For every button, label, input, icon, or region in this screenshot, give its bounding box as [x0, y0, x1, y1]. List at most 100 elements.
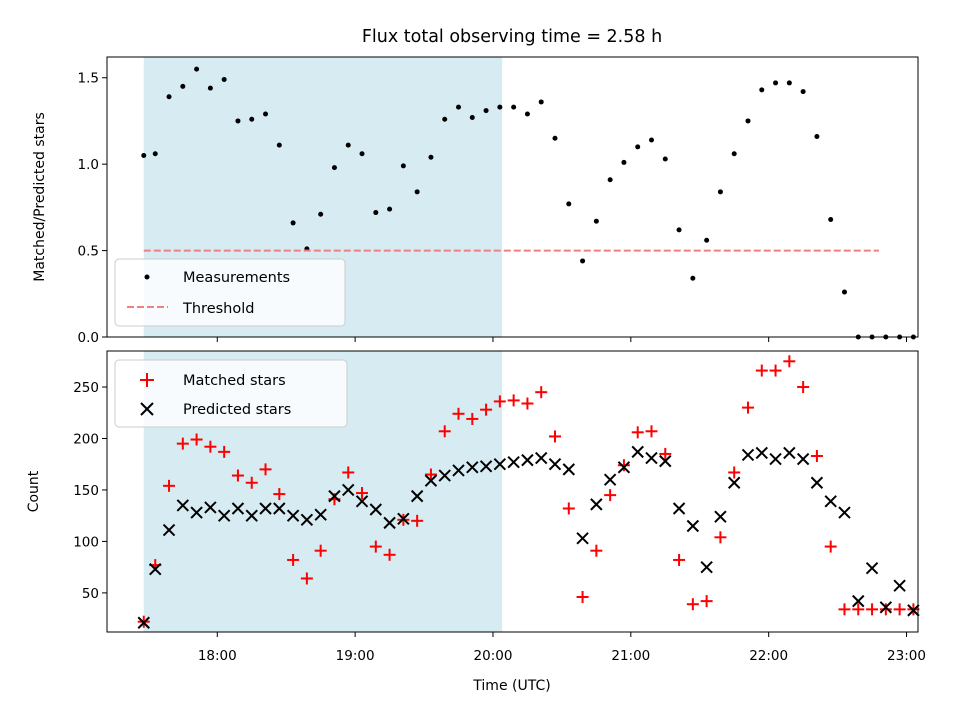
predicted-stars-point: [190, 506, 203, 519]
matched-stars-point: [617, 459, 630, 472]
matched-stars-point: [686, 598, 699, 611]
bottom-y-axis-label: Count: [26, 470, 42, 512]
measurement-point: [483, 108, 489, 114]
predicted-stars-point: [535, 451, 548, 465]
predicted-stars-point: [438, 469, 451, 482]
measurement-point: [428, 154, 434, 160]
matched-stars-point: [411, 514, 424, 527]
matched-stars-point: [466, 412, 479, 425]
predicted-stars-point: [176, 499, 190, 512]
predicted-stars-point: [838, 506, 851, 519]
matched-stars-point: [673, 553, 686, 566]
predicted-stars-point: [672, 502, 686, 515]
predicted-stars-point: [466, 461, 479, 474]
bottom-legend-box: [114, 359, 348, 428]
predicted-stars-point: [783, 446, 796, 460]
matched-stars-point: [521, 397, 534, 410]
x-tick-label: 21:00: [611, 648, 650, 664]
measurement-point: [263, 111, 269, 117]
measurement-point: [690, 275, 696, 281]
matched-stars-point: [576, 591, 589, 604]
measurement-point: [607, 177, 613, 183]
top-legend: Measurements Threshold: [114, 258, 346, 327]
predicted-stars-point: [137, 616, 150, 629]
matched-stars-point: [659, 447, 672, 460]
matched-stars-point: [163, 479, 176, 492]
matched-stars-point: [604, 489, 617, 502]
measurement-point: [648, 137, 654, 143]
matched-stars-point: [287, 553, 300, 566]
matched-stars-point: [535, 386, 548, 399]
measurement-point: [814, 134, 820, 140]
matched-stars-point: [314, 544, 327, 557]
predicted-stars-point: [493, 458, 507, 471]
predicted-stars-point: [286, 509, 300, 522]
predicted-stars-point: [149, 563, 162, 576]
predicted-stars-point: [700, 560, 713, 574]
matched-stars-point: [383, 548, 396, 561]
bottom-legend: Matched stars Predicted stars: [114, 359, 348, 428]
measurement-point: [180, 83, 186, 89]
bottom-panel: 50 100 150 200 250 18:00 19:00 20:00 21:00 22:00…: [26, 350, 926, 694]
top-x-ticks: [216, 337, 908, 342]
matched-stars-point: [493, 395, 506, 408]
bottom-plot-frame: [106, 350, 919, 633]
measurement-point: [538, 99, 544, 105]
measurement-point: [566, 201, 572, 207]
predicted-stars-point: [383, 516, 396, 530]
measurement-point: [828, 216, 834, 222]
bottom-y-ticks: 50 100 150 200 250: [73, 380, 107, 602]
top-y-axis-label: Matched/Predicted stars: [32, 112, 48, 282]
matched-stars-point: [562, 502, 575, 515]
matched-stars-point: [507, 394, 520, 407]
predicted-stars-point: [659, 454, 672, 468]
x-tick-label: 19:00: [336, 648, 375, 664]
matched-stars-point: [356, 487, 369, 500]
predicted-stars-point: [810, 476, 824, 489]
legend-predicted-label: Predicted stars: [183, 402, 291, 418]
matched-stars-point: [480, 403, 493, 416]
predicted-stars-point: [893, 579, 906, 592]
matched-stars-point: [245, 476, 258, 489]
measurement-point: [387, 206, 393, 212]
measurement-point: [621, 159, 627, 165]
x-tick-label: 18:00: [198, 648, 237, 664]
measurement-point: [318, 211, 324, 217]
y-tick-label: 100: [73, 534, 99, 550]
matched-stars-point: [273, 488, 286, 501]
matched-stars-point: [810, 449, 823, 462]
measurement-point: [414, 189, 420, 195]
measurement-point: [497, 104, 503, 110]
matched-stars-point: [549, 430, 562, 443]
measurement-point: [359, 151, 365, 157]
predicted-stars-point: [314, 508, 327, 521]
measurement-point: [276, 142, 282, 148]
predicted-stars-point: [162, 523, 176, 537]
matched-stars-point: [342, 466, 355, 479]
measurement-point: [786, 80, 792, 86]
measurement-point: [841, 289, 847, 295]
matched-stars-point: [369, 540, 382, 553]
measurement-point: [524, 111, 530, 117]
matched-stars-point: [783, 355, 796, 368]
matched-stars-point: [824, 540, 837, 553]
x-tick-label: 20:00: [474, 648, 513, 664]
predicted-stars-point: [328, 489, 341, 503]
chart-title: Flux total observing time = 2.58 h: [362, 27, 662, 47]
predicted-stars-point: [479, 460, 493, 473]
y-tick-label: 1.5: [78, 71, 99, 87]
matched-stars-point: [728, 466, 741, 479]
predicted-stars-point: [590, 498, 603, 511]
measurement-point: [166, 94, 172, 100]
predicted-stars-point: [355, 495, 369, 508]
measurement-point: [249, 116, 255, 122]
predicted-stars-point: [865, 561, 879, 575]
matched-stars-point: [438, 425, 451, 438]
measurement-point: [745, 118, 751, 124]
measurement-point: [593, 218, 599, 224]
measurement-point: [194, 66, 200, 72]
matched-stars-point: [879, 603, 892, 616]
matched-stars-point: [631, 426, 644, 439]
predicted-stars-point: [342, 483, 355, 497]
